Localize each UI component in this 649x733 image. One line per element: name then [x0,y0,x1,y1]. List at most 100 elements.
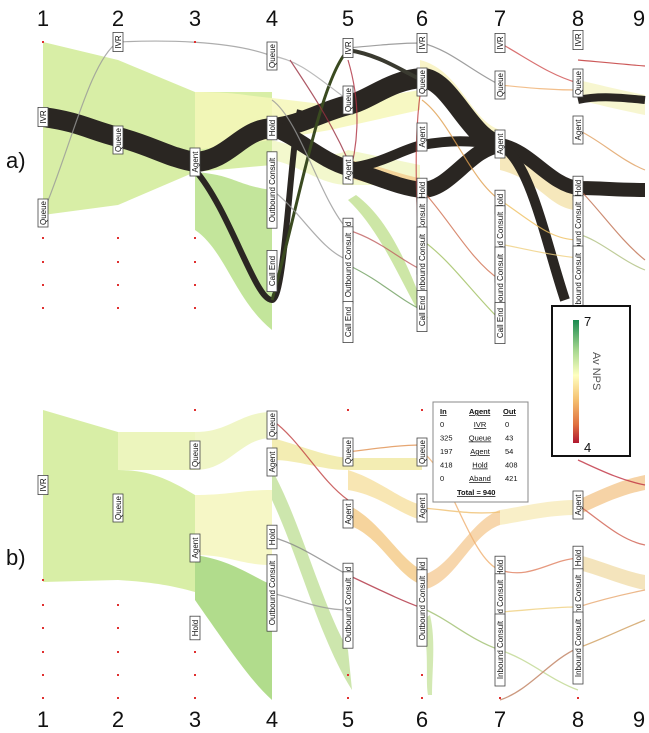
flow-node-label: Outbound Consult [418,575,427,640]
flow-node-label: IVR [344,41,353,55]
flow-node-label: Outbound Consult [268,560,277,625]
tooltip-out-value: 421 [505,474,518,483]
flow-band [348,195,428,318]
flow-band [195,172,272,330]
step-numbers-top: 1 2 3 4 5 6 7 8 9 [37,6,645,31]
empty-node-dot [347,674,349,676]
flow-node[interactable]: Outbound Consult [342,226,354,304]
flow-node[interactable]: Call End [342,300,354,344]
flow-node-box [416,122,428,152]
flow-band [195,555,272,700]
flow-node[interactable]: Hold [189,615,201,641]
flow-node[interactable]: Queue [112,493,124,523]
flow-thin [347,574,423,609]
legend-min-label: 4 [584,440,591,455]
empty-node-dot [577,697,579,699]
flow-node[interactable]: Queue [189,440,201,470]
flow-node-label: Hold [574,550,583,566]
flow-node-label: Queue [344,87,353,112]
empty-node-dot [194,284,196,286]
flow-node[interactable]: Agent [189,147,201,177]
flow-node[interactable]: Hold [266,115,278,141]
flow-node-label: Hold [496,194,505,210]
flow-node[interactable]: Call End [416,289,428,333]
flow-node[interactable]: Inbound Consult [416,226,428,300]
step-number-bottom: 6 [416,707,428,732]
flow-node[interactable]: Agent [416,493,428,523]
flow-node-box [342,85,354,115]
flow-node[interactable]: Agent [189,533,201,563]
flow-node[interactable]: Queue [266,41,278,71]
flow-node[interactable]: IVR [416,32,428,54]
flow-node[interactable]: Queue [112,125,124,155]
flow-main [270,48,350,301]
tooltip-total: Total = 940 [457,488,495,497]
flow-node[interactable]: Outbound Consult [416,569,428,647]
flow-node[interactable]: Queue [416,67,428,97]
flow-node[interactable]: Call End [494,301,506,345]
flow-node[interactable]: Outbound Consult [266,554,278,632]
step-number-bottom: 5 [342,707,354,732]
step-number-bottom: 8 [572,707,584,732]
flow-node[interactable]: IVR [342,37,354,59]
step-number-bottom: 7 [494,707,506,732]
flow-node[interactable]: Agent [342,155,354,185]
panel-label-b: b) [6,545,26,570]
step-number-bottom: 9 [633,707,645,732]
flow-node[interactable]: Outbound Consult [266,151,278,229]
flow-node[interactable]: IVR [37,474,49,496]
flow-node[interactable]: Agent [266,447,278,477]
flow-node-label: Call End [418,296,427,326]
flow-node-label: IVR [114,35,123,49]
flow-node[interactable]: Agent [416,122,428,152]
flow-node[interactable]: IVR [572,29,584,51]
flow-node[interactable]: Queue [342,85,354,115]
flow-node-label: Hold [191,620,200,636]
flow-node[interactable]: Queue [416,437,428,467]
step-number-top: 1 [37,6,49,31]
empty-node-dot [194,651,196,653]
flow-node[interactable]: Hold [572,175,584,201]
step-number-bottom: 3 [189,707,201,732]
tooltip-row-label: Queue [469,434,492,443]
flow-node[interactable]: Inbound Consult [494,613,506,687]
flow-node[interactable]: Queue [494,70,506,100]
flow-node[interactable]: Hold [572,545,584,571]
empty-node-dot [42,627,44,629]
flow-node[interactable]: Queue [342,437,354,467]
empty-node-dot [194,674,196,676]
flow-thin [499,42,579,84]
flow-thin [271,55,349,101]
flow-thin [421,451,501,571]
tooltip-row-label: IVR [474,420,487,429]
flow-node-label: Queue [344,439,353,464]
flow-node[interactable]: Queue [266,410,278,440]
flow-node-box [494,32,506,54]
flow-node-box [572,611,584,685]
legend-max-label: 7 [584,314,591,329]
flow-node-label: Outbound Consult [574,574,583,639]
flow-node-label: Queue [418,439,427,464]
flow-node[interactable]: Outbound Consult [342,571,354,649]
flow-node[interactable]: IVR [37,106,49,128]
flow-node-box [416,493,428,523]
flow-node[interactable]: Hold [266,524,278,550]
flow-node-box [189,147,201,177]
flow-node[interactable]: Call End [266,249,278,293]
flow-node[interactable]: Agent [572,490,584,520]
flow-node[interactable]: IVR [494,32,506,54]
flow-node-box [189,440,201,470]
flow-node[interactable]: Agent [494,129,506,159]
flow-node-box [342,300,354,344]
flow-node-box [266,554,278,632]
flow-node[interactable]: Queue [572,68,584,98]
flow-node[interactable]: Queue [37,198,49,228]
step-number-top: 9 [633,6,645,31]
flow-node[interactable]: Agent [572,115,584,145]
flow-node-label: Queue [191,442,200,467]
flow-node[interactable]: IVR [112,31,124,53]
flow-node-label: Queue [114,127,123,152]
flow-node[interactable]: Agent [342,499,354,529]
flow-node[interactable]: Inbound Consult [572,611,584,685]
flow-node-box [416,67,428,97]
